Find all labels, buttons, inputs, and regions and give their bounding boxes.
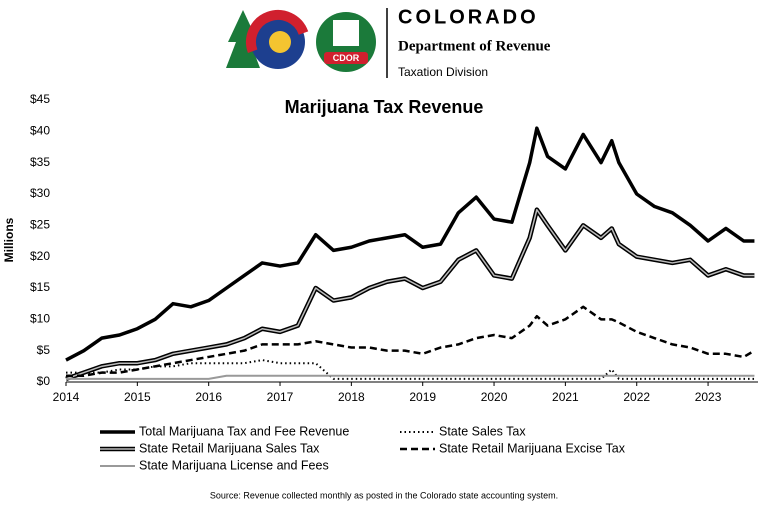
x-tick-label: 2019 [409, 390, 436, 404]
x-tick-label: 2016 [195, 390, 222, 404]
y-axis-label: Millions [2, 217, 16, 262]
legend-label: Total Marijuana Tax and Fee Revenue [139, 424, 349, 438]
x-tick-label: 2014 [53, 390, 80, 404]
header-subtitle: Department of Revenue [398, 38, 551, 54]
chart-title: Marijuana Tax Revenue [285, 97, 484, 117]
cdor-banner [324, 52, 368, 64]
series-line [66, 374, 755, 380]
y-tick-label: $5 [37, 343, 51, 357]
series-line-inner [65, 208, 755, 380]
x-tick-label: 2018 [338, 390, 365, 404]
tree-icon [226, 10, 260, 68]
x-tick-label: 2023 [695, 390, 722, 404]
logo-text: CDOR [333, 53, 360, 63]
x-tick-label: 2015 [124, 390, 151, 404]
cdor-building [333, 20, 359, 46]
x-tick-label: 2020 [481, 390, 508, 404]
legend-label: State Retail Marijuana Sales Tax [139, 441, 320, 455]
y-tick-label: $25 [30, 218, 50, 232]
y-tick-label: $35 [30, 155, 50, 169]
logo: CDOR COLORADO Department of Revenue Taxa… [226, 6, 551, 79]
c-logo-sun [269, 31, 291, 53]
y-tick-label: $30 [30, 186, 50, 200]
header-title: COLORADO [398, 6, 539, 28]
legend-label: State Marijuana License and Fees [139, 458, 329, 472]
legend-label: State Retail Marijuana Excise Tax [439, 441, 626, 455]
c-logo-ring [246, 10, 310, 74]
x-tick-label: 2022 [623, 390, 650, 404]
series-line [65, 207, 755, 381]
legend-label: State Sales Tax [439, 424, 526, 438]
y-tick-label: $15 [30, 280, 50, 294]
header-division: Taxation Division [398, 65, 488, 79]
source-note: Source: Revenue collected monthly as pos… [210, 490, 558, 500]
y-tick-label: $10 [30, 312, 50, 326]
y-tick-label: $20 [30, 249, 50, 263]
y-tick-label: $45 [30, 92, 50, 106]
x-tick-label: 2017 [267, 390, 294, 404]
y-tick-label: $0 [37, 374, 51, 388]
series-line [66, 359, 755, 380]
series-line [66, 305, 756, 377]
x-tick-label: 2021 [552, 390, 579, 404]
y-tick-label: $40 [30, 124, 50, 138]
series-line [65, 126, 755, 362]
